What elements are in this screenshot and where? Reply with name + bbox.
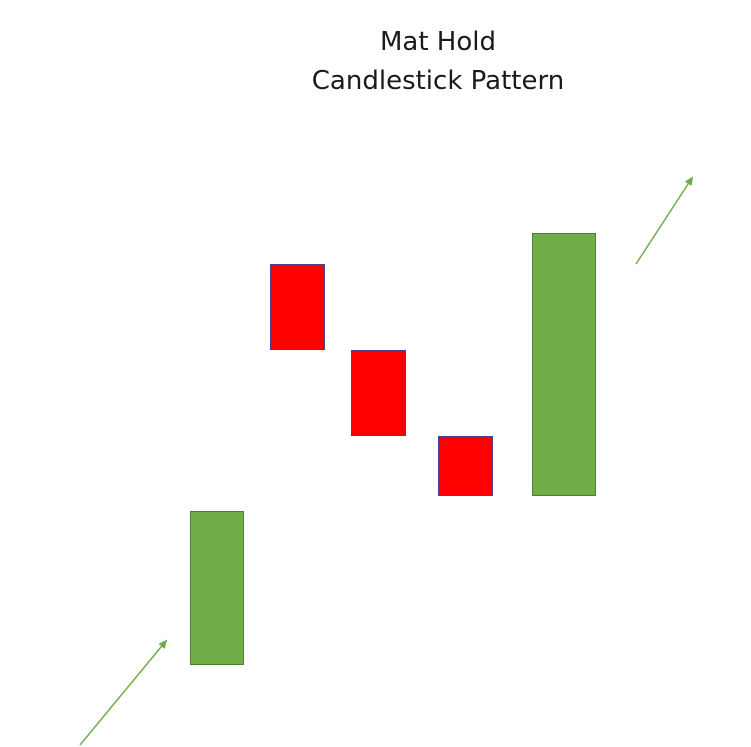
uptrend-arrow-left xyxy=(79,639,168,746)
candle-3-bearish xyxy=(351,350,406,436)
title-line-2: Candlestick Pattern xyxy=(311,66,565,96)
uptrend-arrow-right xyxy=(635,176,694,265)
candle-1-bullish xyxy=(190,511,244,665)
candle-2-bearish xyxy=(270,264,325,350)
candle-4-bearish xyxy=(438,436,493,496)
title-line-1: Mat Hold xyxy=(379,27,496,57)
candle-5-bullish xyxy=(532,233,596,496)
